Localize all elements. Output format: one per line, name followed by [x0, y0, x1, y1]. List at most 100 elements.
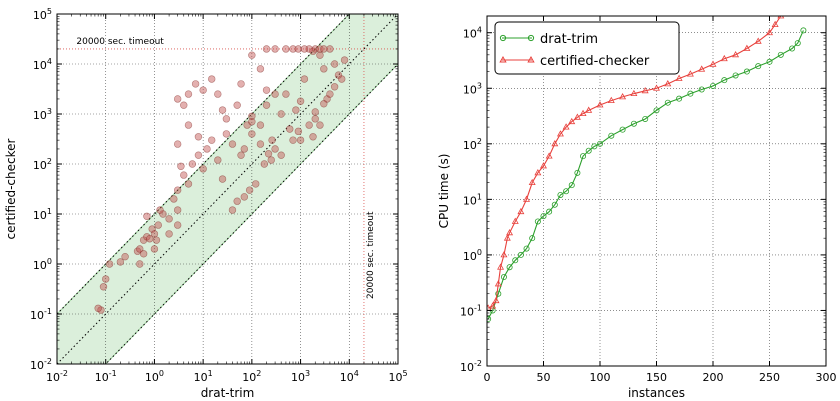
series-marker-certified-checker — [664, 80, 672, 87]
data-point — [170, 195, 178, 203]
data-point — [316, 51, 324, 59]
series-marker-drat-trim — [698, 86, 705, 93]
data-point — [177, 162, 185, 170]
series-marker-drat-trim — [630, 120, 637, 127]
data-point — [228, 206, 237, 214]
y-tick-label-base: 10 — [463, 250, 477, 263]
data-point — [320, 45, 328, 53]
y-tick-label: 100 — [463, 248, 482, 263]
x-tick-label-exp: 4 — [354, 369, 359, 378]
series-marker-certified-checker — [573, 113, 581, 120]
data-point — [218, 175, 227, 183]
y-tick-label: 100 — [33, 257, 52, 272]
series-marker-drat-trim — [580, 153, 587, 160]
series-marker-drat-trim — [664, 99, 671, 106]
y-tick-label-exp: 2 — [47, 157, 52, 166]
series-marker-drat-trim — [534, 218, 541, 225]
series-marker-certified-checker — [720, 54, 728, 62]
y-tick-label-exp: 0 — [47, 257, 52, 266]
x-tick-label-base: 10 — [340, 371, 354, 384]
data-point — [262, 45, 271, 53]
series-marker-certified-checker — [540, 162, 547, 169]
series-marker-certified-checker — [698, 65, 706, 72]
band-lower-line — [105, 63, 398, 364]
x-tick-label: 100 — [590, 371, 611, 384]
timeout-annotation-horizontal: 20000 sec. timeout — [76, 37, 164, 47]
data-point — [289, 136, 297, 144]
series-line-drat-trim — [487, 30, 804, 320]
data-point — [240, 145, 249, 153]
series-marker-certified-checker — [506, 228, 514, 236]
y-tick-label-exp: 5 — [47, 7, 52, 16]
series-marker-certified-checker — [596, 101, 604, 108]
data-point — [94, 304, 102, 313]
x-tick-label: 0 — [484, 371, 491, 384]
data-point — [248, 112, 256, 120]
x-tick-label: 101 — [194, 369, 213, 384]
series-marker-drat-trim — [551, 201, 558, 208]
y-tick-label-base: 10 — [33, 9, 47, 22]
data-point — [330, 83, 339, 91]
series-marker-certified-checker — [686, 70, 694, 77]
series-marker-certified-checker — [579, 109, 587, 116]
y-tick-label-base: 10 — [463, 139, 477, 152]
series-marker-certified-checker — [562, 123, 570, 130]
series-marker-certified-checker — [653, 84, 660, 91]
data-point — [233, 101, 241, 109]
y-tick-label-base: 10 — [30, 359, 44, 372]
x-tick-label: 103 — [291, 369, 310, 384]
data-point — [191, 80, 200, 88]
data-point — [184, 121, 193, 129]
series-marker-drat-trim — [766, 58, 773, 65]
series-marker-drat-trim — [557, 191, 564, 198]
data-point — [277, 151, 285, 159]
y-tick-label: 10-2 — [460, 359, 482, 374]
x-axis-label-right: instances — [628, 386, 685, 400]
data-point — [188, 160, 197, 168]
series-marker-drat-trim — [597, 140, 604, 147]
diagonal-line — [57, 14, 398, 364]
data-point — [248, 118, 256, 126]
data-point — [203, 145, 211, 153]
data-point — [105, 260, 114, 268]
y-tick-label: 101 — [33, 207, 52, 222]
data-point — [222, 115, 231, 123]
series-marker-drat-trim — [743, 68, 750, 75]
series-marker-certified-checker — [528, 178, 536, 186]
series-marker-drat-trim — [540, 213, 547, 220]
data-point — [165, 215, 173, 223]
plot-area-right — [487, 16, 826, 366]
data-point — [296, 97, 305, 105]
plot-area-left — [57, 14, 398, 364]
series-marker-drat-trim — [523, 245, 530, 252]
y-tick-label: 101 — [463, 192, 482, 207]
series-marker-drat-trim — [608, 132, 615, 139]
series-marker-certified-checker — [568, 117, 576, 125]
series-marker-certified-checker — [766, 28, 773, 36]
series-marker-drat-trim — [676, 95, 683, 102]
data-point — [139, 250, 148, 258]
data-point — [256, 140, 265, 148]
data-point — [184, 90, 193, 98]
data-point — [296, 136, 305, 144]
series-marker-drat-trim — [529, 235, 536, 242]
series-marker-certified-checker — [630, 89, 638, 97]
data-point — [256, 121, 265, 129]
series-marker-certified-checker — [494, 280, 502, 287]
x-tick-label-exp: 5 — [402, 369, 407, 378]
timeout-annotation-vertical: 20000 sec. timeout — [366, 211, 376, 299]
data-point — [256, 65, 265, 73]
x-tick-label: 104 — [340, 369, 359, 384]
data-point — [300, 45, 309, 53]
data-point — [271, 145, 279, 153]
data-point — [214, 90, 222, 98]
data-point — [159, 210, 167, 218]
series-marker-certified-checker — [732, 51, 740, 58]
data-point — [240, 193, 249, 201]
data-point — [309, 47, 317, 55]
legend: drat-trim certified-checker — [494, 21, 680, 75]
y-tick-label-exp: -2 — [44, 357, 52, 366]
series-marker-drat-trim — [687, 90, 694, 97]
series-marker-certified-checker — [534, 169, 542, 176]
